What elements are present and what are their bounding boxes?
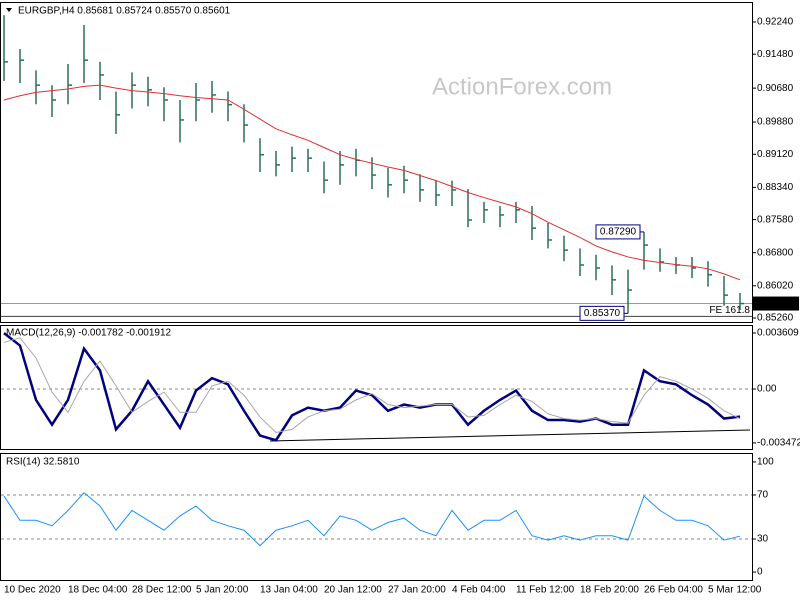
macd-title: MACD(12,26,9) -0.001782 -0.001912 <box>6 328 172 339</box>
last-price-box <box>753 296 799 311</box>
y-tick-label: 0.86800 <box>757 247 794 258</box>
x-tick-label: 11 Feb 12:00 <box>516 585 575 596</box>
y-tick-label: 0 <box>757 567 763 578</box>
y-tick-label: 70 <box>757 490 769 501</box>
series-line <box>3 492 741 547</box>
y-tick-label: 0.92240 <box>757 17 794 28</box>
y-tick-label: 100 <box>757 457 774 468</box>
x-tick-label: 5 Mar 12:00 <box>708 585 762 596</box>
x-tick-label: 27 Jan 20:00 <box>388 585 446 596</box>
fe-label: FE 161.8 <box>709 305 750 316</box>
y-tick-label: 30 <box>757 534 769 545</box>
x-tick-label: 13 Jan 04:00 <box>260 585 318 596</box>
moving-average <box>3 84 741 281</box>
y-tick-label: 0.00 <box>757 384 777 395</box>
menu-icon <box>6 8 12 12</box>
trend-line <box>269 429 751 442</box>
y-tick-label: 0.91480 <box>757 49 794 60</box>
chart-title: EURGBP,H4 0.85681 0.85724 0.85570 0.8560… <box>18 6 231 17</box>
rsi-frame <box>0 453 753 581</box>
x-tick-label: 4 Feb 04:00 <box>452 585 506 596</box>
x-tick-label: 10 Dec 2020 <box>4 585 61 596</box>
y-tick-label: 0.86020 <box>757 280 794 291</box>
price-frame <box>0 2 753 323</box>
y-tick-label: -0.003472 <box>757 438 800 449</box>
x-tick-label: 20 Jan 12:00 <box>324 585 382 596</box>
x-tick-label: 18 Feb 20:00 <box>580 585 639 596</box>
price-annotation-label: 0.87290 <box>600 227 637 238</box>
y-tick-label: 0.90680 <box>757 83 794 94</box>
y-tick-label: 0.89880 <box>757 117 794 128</box>
watermark: ActionForex.com <box>432 73 612 100</box>
x-tick-label: 26 Feb 04:00 <box>644 585 703 596</box>
y-tick-label: 0.88340 <box>757 182 794 193</box>
x-tick-label: 28 Dec 12:00 <box>132 585 192 596</box>
x-tick-label: 5 Jan 20:00 <box>196 585 249 596</box>
y-tick-label: 0.003609 <box>757 328 799 339</box>
y-tick-label: 0.89120 <box>757 149 794 160</box>
series-line <box>3 337 741 434</box>
y-tick-label: 0.87580 <box>757 214 794 225</box>
price-annotation-label: 0.85370 <box>584 308 621 319</box>
rsi-title: RSI(14) 32.5810 <box>6 457 80 468</box>
last-price-label: 0.85601 <box>757 298 794 309</box>
y-tick-label: 0.85260 <box>757 313 794 324</box>
x-tick-label: 18 Dec 04:00 <box>68 585 128 596</box>
macd-frame <box>0 325 753 450</box>
frames <box>0 2 753 581</box>
series-line <box>3 332 741 442</box>
